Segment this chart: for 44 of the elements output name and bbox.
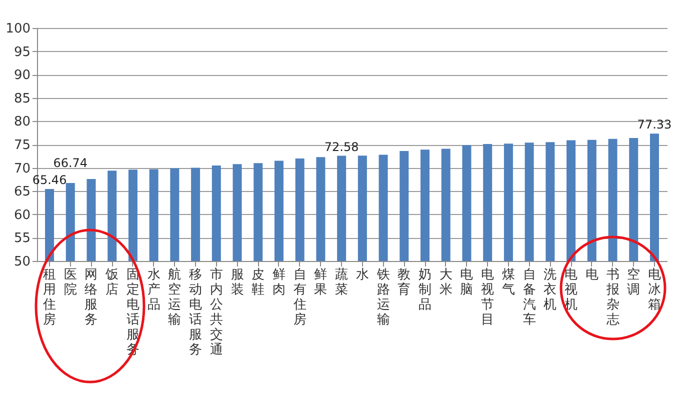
y-tick-label: 55 (14, 231, 30, 246)
x-tick-label: 电脑 (460, 268, 474, 298)
x-tick-label: 市内公共交通 (210, 268, 223, 358)
x-tick-label: 书报杂志 (605, 268, 620, 328)
x-tick-label: 电 (585, 268, 598, 282)
x-tick-label: 奶制品 (418, 268, 432, 312)
x-tick-label: 空调 (627, 268, 640, 298)
x-tick-label: 鲜肉 (272, 268, 286, 298)
x-tick-label: 服装 (230, 268, 244, 298)
x-tick-label: 航空运输 (168, 268, 182, 328)
y-tick-label: 50 (14, 254, 30, 270)
data-label: 77.33 (637, 118, 672, 132)
y-tick-label: 95 (14, 44, 30, 60)
x-tick-label: 煤气 (502, 268, 515, 298)
x-tick-label: 电冰箱 (648, 268, 661, 312)
y-tick-label: 70 (14, 161, 30, 176)
data-label: 65.46 (32, 172, 67, 187)
x-tick-label: 水 (356, 268, 369, 282)
y-tick-label: 80 (14, 114, 30, 130)
x-tick-label: 租用住房 (42, 268, 56, 328)
data-label: 66.74 (53, 156, 88, 170)
x-tick-label: 鲜果 (314, 268, 328, 298)
x-tick-label: 饭店 (104, 268, 119, 298)
x-tick-label: 医院 (64, 268, 77, 298)
x-tick-label: 洗衣机 (544, 268, 557, 312)
x-tick-label: 电视节目 (481, 268, 494, 328)
x-tick-label: 网络服务 (84, 268, 98, 328)
x-tick-label: 电视机 (564, 268, 578, 312)
y-tick-label: 75 (14, 138, 30, 153)
x-tick-label: 教育 (398, 268, 411, 298)
y-tick-label: 100 (6, 22, 30, 36)
y-tick-label: 90 (14, 68, 30, 84)
x-tick-label: 自有住房 (292, 268, 306, 328)
x-tick-label: 铁路运输 (376, 268, 390, 328)
y-tick-label: 85 (14, 91, 30, 106)
data-label: 72.58 (324, 140, 359, 154)
x-tick-label: 移动电话服务 (189, 268, 202, 358)
x-tick-label: 皮鞋 (252, 268, 265, 298)
y-tick-label: 60 (14, 208, 30, 223)
x-tick-label: 蔬菜 (335, 268, 348, 298)
x-tick-label: 大米 (439, 268, 452, 298)
x-tick-label: 水产品 (147, 268, 160, 312)
y-tick-label: 65 (14, 184, 30, 200)
x-tick-label: 自备汽车 (522, 268, 536, 328)
